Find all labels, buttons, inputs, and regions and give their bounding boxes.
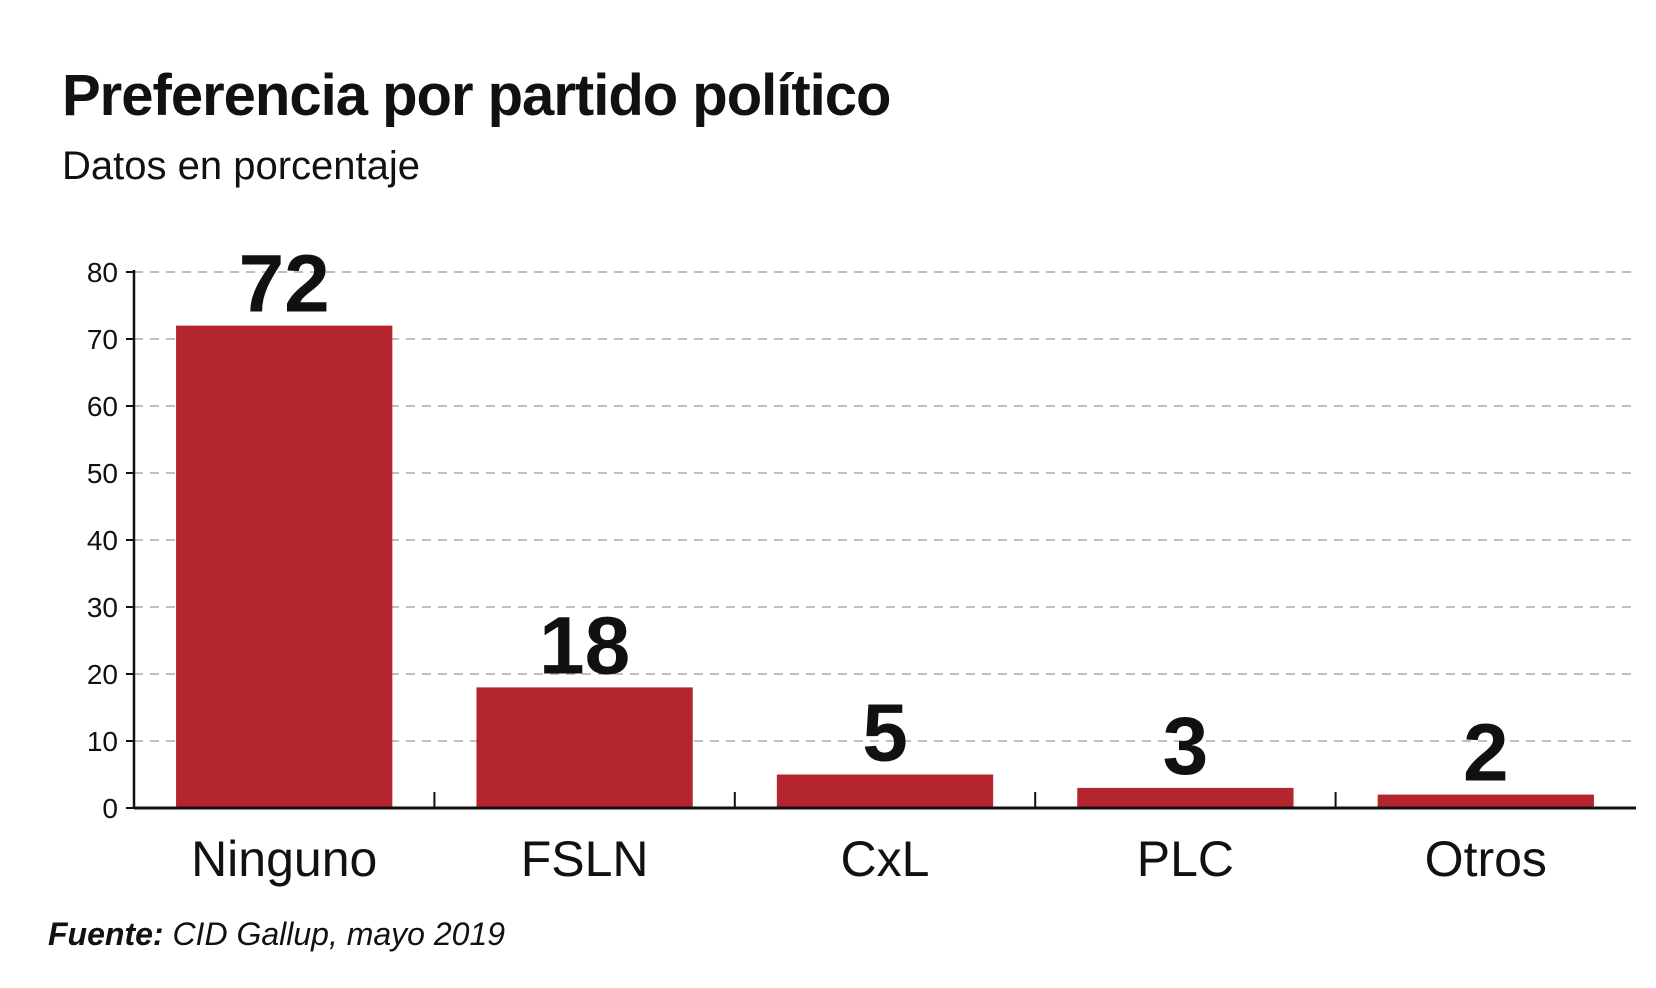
value-label-plc: 3 [1163,701,1209,792]
value-label-cxl: 5 [862,688,908,779]
y-tick-label-50: 50 [87,458,118,489]
bars [176,325,1594,808]
y-tick-label-0: 0 [102,793,118,824]
y-tick-label-40: 40 [87,525,118,556]
category-label-fsln: FSLN [521,831,649,887]
y-tick-label-70: 70 [87,324,118,355]
category-label-plc: PLC [1137,831,1234,887]
y-tick-label-20: 20 [87,659,118,690]
category-label-ninguno: Ninguno [191,831,377,887]
y-tick-label-80: 80 [87,257,118,288]
y-tick-label-60: 60 [87,391,118,422]
bar-cxl [776,774,994,808]
category-label-otros: Otros [1425,831,1547,887]
source-text: CID Gallup, mayo 2019 [172,916,506,952]
axes [126,270,1636,810]
category-label-cxl: CxL [841,831,930,887]
source-note: Fuente: CID Gallup, mayo 2019 [48,916,505,953]
chart-subtitle: Datos en porcentaje [62,144,421,188]
labels: 0 10 20 30 40 50 60 70 80 72 Ninguno 18 FSLN 5 CxL 3 PLC… [87,239,1547,887]
value-label-otros: 2 [1463,708,1509,799]
y-tick-label-10: 10 [87,726,118,757]
value-label-ninguno: 72 [239,239,330,330]
value-label-fsln: 18 [539,600,630,691]
gridlines [134,271,1636,742]
y-tick-label-30: 30 [87,592,118,623]
bar-fsln [476,687,693,808]
bar-otros [1377,794,1594,808]
chart-title: Preferencia por partido político [62,63,891,128]
source-label: Fuente: [48,916,164,952]
bar-plc [1077,787,1294,808]
bar-ninguno [176,325,393,808]
